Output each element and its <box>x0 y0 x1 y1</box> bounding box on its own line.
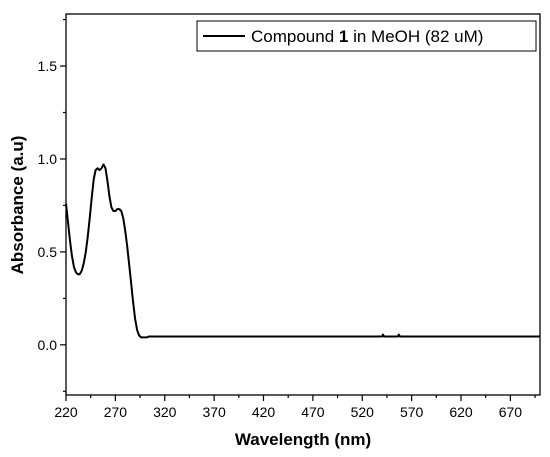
tick-labels: 220 270 320 370 420 470 520 570 620 670 0.0 0.5 1.0 1… <box>38 58 523 420</box>
legend-label-part-3: in MeOH (82 uM) <box>348 27 483 46</box>
legend: Compound 1 in MeOH (82 uM) <box>196 20 537 52</box>
x-tick-label: 220 <box>54 404 78 420</box>
y-tick-label: 0.0 <box>38 337 58 353</box>
y-tick-label: 1.0 <box>38 151 58 167</box>
plot-frame <box>65 13 541 396</box>
x-tick-label: 570 <box>400 404 424 420</box>
x-tick-label: 620 <box>449 404 473 420</box>
y-tick-label: 1.5 <box>38 58 58 74</box>
y-tick-label: 0.5 <box>38 244 58 260</box>
legend-label: Compound 1 in MeOH (82 uM) <box>251 27 483 46</box>
x-tick-label: 520 <box>351 404 375 420</box>
x-axis-title: Wavelength (nm) <box>235 430 371 449</box>
x-tick-label: 420 <box>252 404 276 420</box>
legend-label-part-1: Compound <box>251 27 339 46</box>
x-tick-label: 470 <box>301 404 325 420</box>
legend-label-part-2: 1 <box>339 27 348 46</box>
series-line-compound-1 <box>65 163 540 339</box>
x-tick-label: 270 <box>104 404 128 420</box>
x-tick-label: 670 <box>499 404 523 420</box>
legend-box <box>196 20 537 52</box>
axis-ticks <box>60 18 536 401</box>
x-tick-label: 370 <box>202 404 226 420</box>
y-axis-title: Absorbance (a.u) <box>8 136 27 275</box>
x-tick-label: 320 <box>153 404 177 420</box>
